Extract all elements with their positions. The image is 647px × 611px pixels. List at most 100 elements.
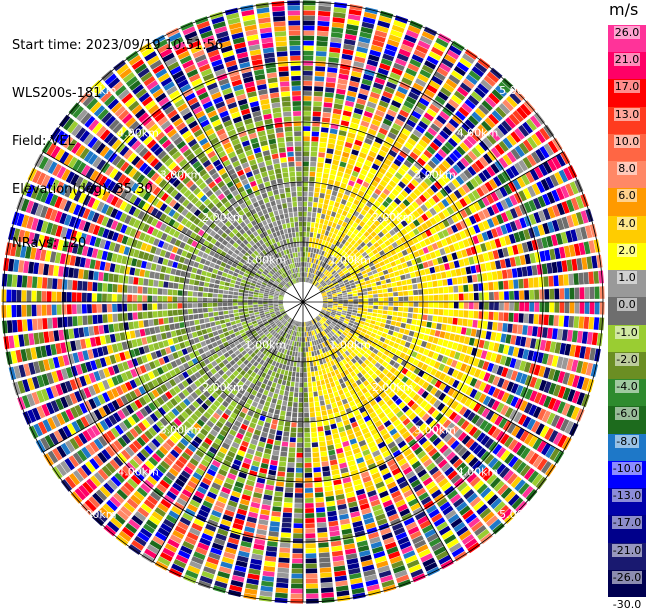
velocity-gate	[514, 205, 523, 217]
velocity-gate	[438, 163, 448, 173]
velocity-gate	[303, 332, 305, 337]
velocity-gate	[174, 525, 187, 535]
velocity-gate	[57, 317, 63, 328]
velocity-gate	[499, 302, 504, 311]
velocity-gate	[353, 302, 358, 305]
velocity-gate	[303, 362, 307, 367]
velocity-gate	[326, 311, 331, 314]
velocity-gate	[515, 385, 524, 396]
velocity-gate	[411, 278, 417, 284]
velocity-gate	[311, 351, 315, 357]
velocity-gate	[471, 66, 485, 78]
velocity-gate	[294, 387, 299, 393]
velocity-gate	[445, 270, 452, 278]
velocity-gate	[434, 455, 445, 465]
velocity-gate	[383, 48, 396, 57]
velocity-gate	[333, 217, 339, 224]
velocity-gate	[380, 58, 393, 67]
velocity-gate	[378, 380, 385, 387]
velocity-gate	[443, 185, 453, 194]
velocity-gate	[416, 207, 424, 215]
velocity-gate	[585, 225, 593, 239]
velocity-gate	[523, 467, 535, 480]
velocity-gate	[313, 264, 317, 269]
velocity-gate	[407, 399, 415, 408]
velocity-gate	[580, 226, 588, 240]
velocity-gate	[502, 344, 510, 355]
velocity-gate	[303, 75, 313, 81]
velocity-gate	[230, 579, 244, 588]
velocity-gate	[274, 491, 283, 497]
velocity-gate	[517, 348, 525, 359]
velocity-gate	[383, 297, 389, 302]
velocity-gate	[433, 399, 442, 409]
velocity-gate	[530, 338, 537, 349]
velocity-gate	[388, 292, 393, 297]
velocity-gate	[415, 353, 423, 360]
velocity-gate	[338, 302, 343, 304]
velocity-gate	[505, 210, 514, 221]
velocity-gate	[303, 116, 311, 121]
velocity-gate	[317, 277, 322, 283]
velocity-gate	[389, 104, 400, 113]
velocity-gate	[337, 279, 343, 284]
velocity-gate	[350, 469, 359, 477]
velocity-gate	[335, 275, 341, 280]
velocity-gate	[393, 378, 401, 385]
velocity-gate	[426, 384, 434, 393]
velocity-gate	[67, 316, 73, 327]
velocity-gate	[247, 448, 255, 455]
velocity-gate	[507, 346, 515, 356]
velocity-gate	[242, 489, 253, 497]
velocity-gate	[291, 568, 303, 574]
velocity-gate	[488, 92, 500, 105]
velocity-gate	[417, 369, 425, 378]
velocity-gate	[548, 430, 559, 443]
velocity-gate	[328, 254, 333, 260]
velocity-gate	[538, 379, 547, 392]
velocity-gate	[445, 408, 454, 418]
velocity-gate	[529, 390, 538, 402]
velocity-gate	[358, 295, 363, 299]
velocity-gate	[438, 554, 452, 565]
velocity-gate	[346, 264, 352, 269]
velocity-gate	[330, 342, 336, 348]
velocity-gate	[340, 257, 345, 263]
velocity-gate	[362, 261, 368, 267]
velocity-gate	[364, 159, 373, 167]
velocity-gate	[461, 534, 475, 545]
velocity-gate	[287, 462, 295, 468]
velocity-gate	[418, 409, 427, 418]
velocity-gate	[213, 311, 219, 317]
velocity-gate	[472, 460, 483, 471]
velocity-gate	[499, 433, 510, 445]
velocity-gate	[471, 189, 481, 200]
velocity-gate	[253, 396, 260, 403]
velocity-gate	[377, 358, 385, 365]
velocity-gate	[271, 360, 277, 366]
velocity-gate	[441, 255, 449, 263]
velocity-gate	[387, 267, 394, 274]
velocity-gate	[353, 321, 359, 326]
velocity-gate	[479, 419, 489, 431]
velocity-gate	[437, 177, 447, 187]
velocity-gate	[375, 513, 386, 522]
velocity-gate	[523, 361, 532, 373]
velocity-gate	[471, 414, 480, 425]
velocity-gate	[362, 142, 371, 150]
velocity-gate	[362, 291, 368, 296]
velocity-gate	[305, 498, 314, 503]
velocity-gate	[369, 123, 379, 132]
velocity-gate	[426, 533, 439, 543]
velocity-gate	[554, 288, 560, 300]
velocity-gate	[383, 537, 395, 545]
velocity-gate	[289, 442, 296, 448]
velocity-gate	[453, 521, 466, 533]
velocity-gate	[348, 360, 354, 367]
velocity-gate	[473, 127, 485, 139]
velocity-gate	[357, 326, 363, 331]
velocity-gate	[539, 250, 546, 262]
velocity-gate	[317, 532, 328, 538]
velocity-gate	[238, 471, 247, 479]
velocity-gate	[357, 493, 367, 501]
